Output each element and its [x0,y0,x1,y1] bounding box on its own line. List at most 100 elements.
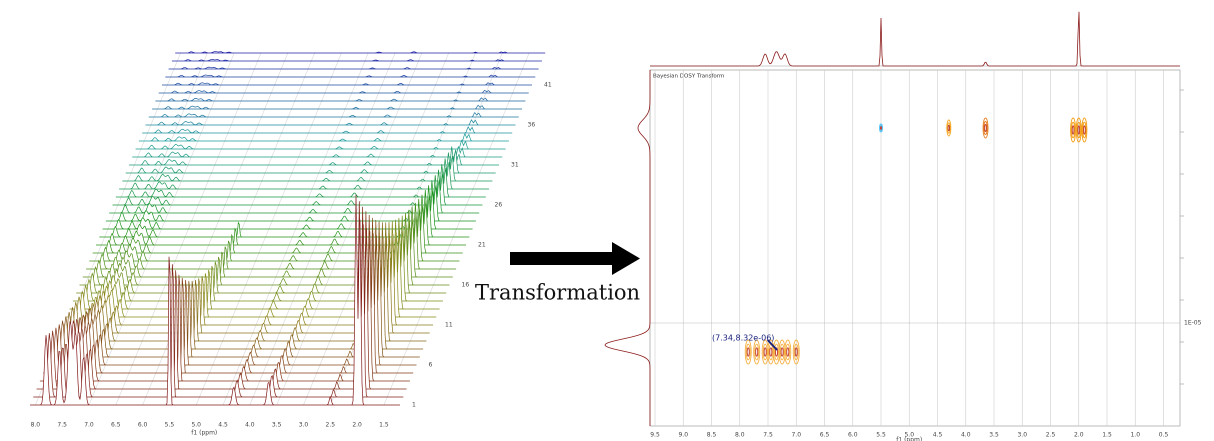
x-tick-label: 4.0 [245,422,255,429]
x-tick-label: 5.0 [191,422,201,429]
spectrum-trace [135,139,506,150]
x-tick-label: 9.0 [678,432,688,439]
x-tick-label: 5.5 [165,422,175,429]
arrow-head [612,242,640,275]
contour [1082,121,1087,139]
contour [785,343,791,361]
contour [774,343,779,361]
x-tick-label: 1.5 [379,422,389,429]
x-tick-label: 4.5 [933,432,943,439]
contour [1070,117,1077,143]
panel-title: Bayesian DOSY Transform [653,74,724,80]
stack-label: 6 [429,362,433,369]
annotation: (7.34,8.32e-06) [712,334,774,343]
spectrum-trace [155,97,526,102]
x-tick-label: 7.5 [57,422,67,429]
x-tick-label: 6.5 [111,422,121,429]
contour [983,121,988,135]
contour [984,124,987,132]
spectrum-trace [165,74,536,78]
contour [1071,125,1075,135]
arrow-label: Transformation [475,281,640,305]
contour [744,339,752,365]
contour [792,339,800,365]
spectrum-trace [148,111,519,118]
contour [769,347,773,357]
x-tick-label: 3.0 [299,422,309,429]
stack-label: 16 [462,282,470,289]
x-tick-label: 3.5 [272,422,282,429]
x-tick-label: 6.0 [848,432,858,439]
stack-label: 1 [412,402,416,409]
x-tick-label: 9.5 [650,432,660,439]
x-tick-label: 2.0 [1074,432,1084,439]
contour [947,124,950,132]
spectrum-trace [132,145,503,158]
contour [879,123,883,133]
contour [784,339,792,365]
x-tick-label: 2.0 [352,422,362,429]
spectrum-trace [125,146,496,174]
x-tick-label: 2.5 [1046,432,1056,439]
arrow-shaft [510,252,615,265]
contour [1081,117,1088,143]
x-tick-label: 2.5 [326,422,336,429]
x-tick-label: 3.5 [989,432,999,439]
spectrum-trace [142,126,513,134]
contour [793,343,799,361]
spectrum-trace [129,152,499,166]
x-axis-label: f1 (ppm) [191,430,217,437]
stack-label: 41 [544,82,552,89]
projection-spectrum [650,11,1180,67]
spectrum-trace [168,66,539,70]
stack-label: 26 [495,202,503,209]
contour [1076,121,1081,139]
contour [780,347,784,357]
diffusion-projection [604,70,651,426]
contour [1075,117,1082,143]
y-tick-label: 1E-05 [1184,320,1202,327]
contour [762,343,768,361]
x-tick-label: 8.5 [707,432,717,439]
contour [1071,121,1076,139]
contour [746,347,750,357]
spectrum-trace [158,89,529,94]
x-tick-label: 8.0 [31,422,41,429]
plot-frame [649,69,1181,427]
contour [880,126,882,130]
x-tick-label: 3.0 [1017,432,1027,439]
contour [779,343,785,361]
contour [754,343,760,361]
x-tick-label: 8.0 [735,432,745,439]
contour [774,347,778,357]
contour [753,339,761,365]
x-tick-label: 7.5 [763,432,773,439]
x-tick-label: 5.5 [876,432,886,439]
spectrum-trace [145,119,516,126]
x-tick-label: 4.5 [218,422,228,429]
contour [1083,125,1086,135]
x-tick-label: 6.0 [138,422,148,429]
contour [947,122,951,134]
spectrum-trace [171,58,542,62]
x-tick-label: 6.5 [820,432,830,439]
x-tick-label: 4.0 [961,432,971,439]
stack-label: 11 [445,322,453,329]
spectrum-trace [175,51,546,54]
stacked-spectra: 8.0 7.5 7.0 6.5 6.0 5.5 5.0 4.5 4.0 3.5 3.0 2.5 2.0 1… [30,51,552,437]
x-tick-label: 7.0 [791,432,801,439]
dosy-panel: Bayesian DOSY Transform 9.5 9.0 8.5 8.0 7.5 7… [604,11,1202,441]
x-tick-label: 1.0 [1130,432,1140,439]
x-tick-label: 0.5 [1159,432,1169,439]
stack-label: 36 [528,122,536,129]
contour [982,117,989,139]
x-tick-label: 7.0 [84,422,94,429]
stack-label: 31 [511,162,519,169]
spectrum-trace [152,104,523,110]
stack-label: 21 [478,242,486,249]
x-axis-label: f1 (ppm) [896,437,922,441]
contour [755,347,759,357]
contour [1077,125,1081,135]
spectrum-trace [138,132,509,142]
